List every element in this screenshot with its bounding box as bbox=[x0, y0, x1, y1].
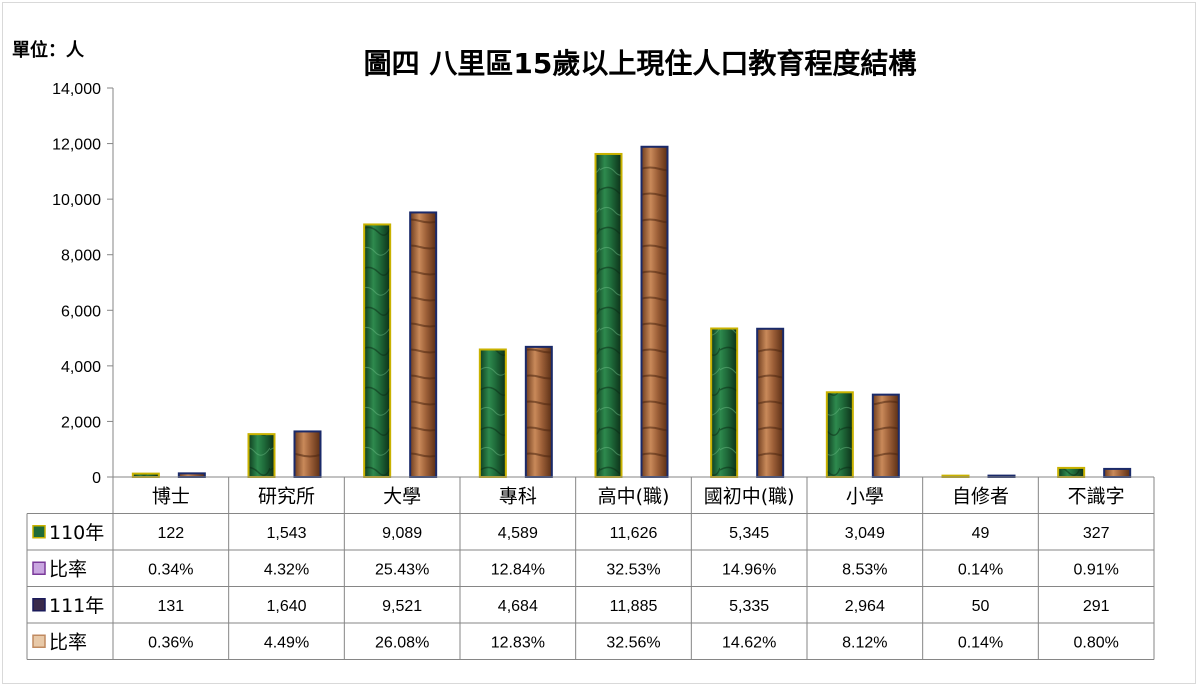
y-tick-label: 2,000 bbox=[61, 414, 101, 431]
legend-marker bbox=[32, 598, 46, 612]
category-label: 小學 bbox=[846, 485, 884, 507]
table-cell: 14.62% bbox=[722, 634, 776, 651]
table-cell: 1,640 bbox=[266, 598, 306, 615]
table-cell: 4.49% bbox=[264, 634, 309, 651]
bar-texture bbox=[596, 154, 621, 476]
bar-texture bbox=[179, 474, 204, 476]
table-cell: 32.53% bbox=[606, 561, 660, 578]
bar-texture bbox=[1059, 468, 1084, 476]
bar-texture bbox=[249, 435, 274, 476]
bar-texture bbox=[873, 395, 898, 476]
chart-title: 圖四 八里區15歲以上現住人口教育程度結構 bbox=[363, 47, 917, 80]
y-tick-label: 12,000 bbox=[52, 137, 101, 154]
table-cell: 8.53% bbox=[842, 561, 887, 578]
bar-texture bbox=[295, 432, 320, 476]
table-cell: 11,885 bbox=[610, 598, 658, 615]
bar-texture bbox=[1105, 469, 1130, 476]
bar-texture bbox=[642, 147, 667, 476]
y-tick-label: 4,000 bbox=[61, 359, 101, 376]
table-cell: 26.08% bbox=[375, 634, 429, 651]
table-cell: 14.96% bbox=[722, 561, 776, 578]
y-tick-label: 10,000 bbox=[52, 192, 101, 209]
table-cell: 0.34% bbox=[148, 561, 193, 578]
table-cell: 5,335 bbox=[729, 598, 769, 615]
table-cell: 131 bbox=[157, 598, 184, 615]
table-cell: 2,964 bbox=[845, 598, 885, 615]
unit-label: 單位：人 bbox=[12, 40, 84, 61]
table-cell: 12.84% bbox=[491, 561, 545, 578]
category-label: 研究所 bbox=[258, 485, 315, 507]
table-cell: 0.36% bbox=[148, 634, 193, 651]
category-label: 高中(職) bbox=[598, 485, 670, 507]
table-cell: 0.14% bbox=[958, 561, 1003, 578]
bar-texture bbox=[827, 393, 852, 476]
table-cell: 122 bbox=[157, 525, 184, 542]
table-cell: 0.91% bbox=[1073, 561, 1118, 578]
legend-marker bbox=[32, 634, 46, 648]
bars-layer bbox=[131, 145, 1132, 479]
bar-texture bbox=[758, 329, 783, 476]
legend-marker bbox=[32, 525, 46, 539]
bar-texture bbox=[411, 213, 436, 476]
axes-layer: 0 2,000 4,000 6,000 8,000 10,000 12,000 14,000 bbox=[52, 81, 114, 487]
table-cell: 0.14% bbox=[958, 634, 1003, 651]
table-row-label: 比率 bbox=[49, 631, 87, 653]
table-cell: 291 bbox=[1083, 598, 1110, 615]
table-row-label: 110年 bbox=[49, 522, 104, 544]
table-cell: 4,684 bbox=[498, 598, 538, 615]
table-cell: 3,049 bbox=[845, 525, 885, 542]
table-cell: 4.32% bbox=[264, 561, 309, 578]
y-tick-label: 0 bbox=[92, 470, 101, 487]
table-cell: 9,521 bbox=[382, 598, 422, 615]
table-cell: 9,089 bbox=[382, 525, 422, 542]
bar-texture bbox=[526, 347, 551, 476]
bar-texture bbox=[480, 350, 505, 476]
table-row-label: 111年 bbox=[49, 595, 104, 617]
table-cell: 0.80% bbox=[1073, 634, 1118, 651]
category-label: 大學 bbox=[383, 485, 421, 507]
table-cell: 32.56% bbox=[606, 634, 660, 651]
table-row-label: 比率 bbox=[49, 558, 87, 580]
y-tick-label: 6,000 bbox=[61, 303, 101, 320]
y-tick-label: 14,000 bbox=[52, 81, 101, 98]
y-tick-label: 8,000 bbox=[61, 248, 101, 265]
category-label: 國初中(職) bbox=[704, 485, 795, 507]
category-label: 博士 bbox=[152, 485, 190, 507]
bar-texture bbox=[133, 474, 158, 476]
category-label: 專科 bbox=[499, 485, 537, 507]
bar-texture bbox=[365, 225, 390, 476]
table-cell: 8.12% bbox=[842, 634, 887, 651]
table-cell: 25.43% bbox=[375, 561, 429, 578]
table-cell: 5,345 bbox=[729, 525, 769, 542]
category-label: 自修者 bbox=[952, 485, 1009, 507]
table-cell: 327 bbox=[1083, 525, 1110, 542]
table-cell: 49 bbox=[972, 525, 990, 542]
category-label: 不識字 bbox=[1068, 485, 1125, 507]
table-cell: 11,626 bbox=[610, 525, 658, 542]
legend-marker bbox=[32, 561, 46, 575]
table-cell: 4,589 bbox=[498, 525, 538, 542]
table-cell: 1,543 bbox=[266, 525, 306, 542]
table-cell: 12.83% bbox=[491, 634, 545, 651]
data-table: 博士 研究所 大學 專科 高中(職) 國初中(職) 小學 自修者 不識字 110年 122 1,543… bbox=[26, 476, 1155, 660]
bar-texture bbox=[712, 329, 737, 476]
table-cell: 50 bbox=[972, 598, 990, 615]
